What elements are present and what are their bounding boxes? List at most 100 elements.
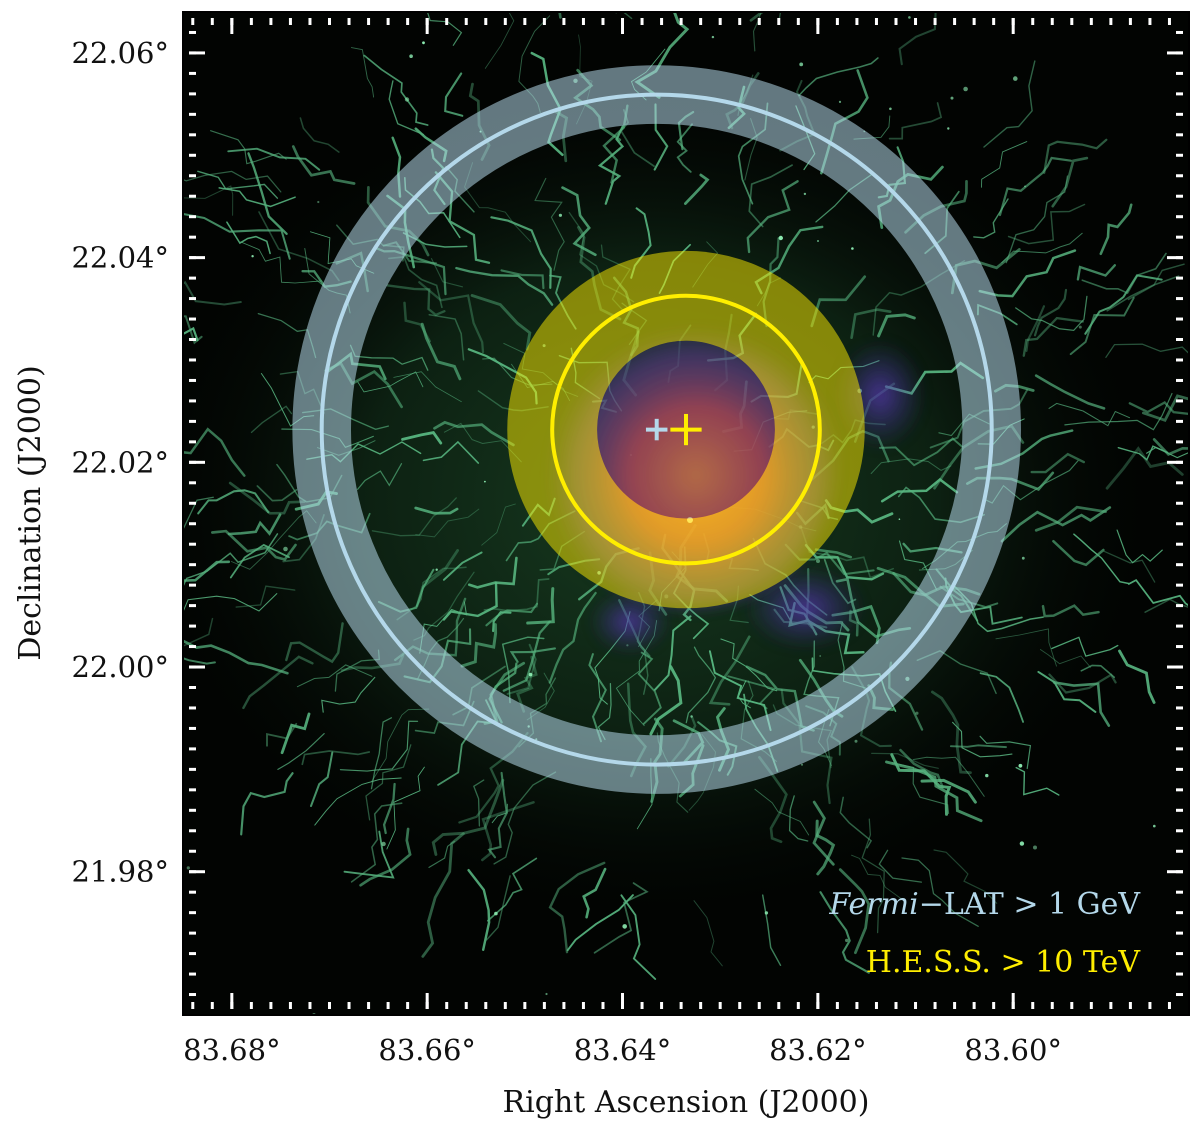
filament <box>979 672 1025 723</box>
filament <box>685 646 717 724</box>
filament <box>403 301 431 343</box>
star <box>778 235 783 241</box>
filament <box>615 12 618 14</box>
filament <box>227 147 321 171</box>
filament <box>1146 446 1189 459</box>
filament <box>1127 263 1185 301</box>
filament <box>1007 203 1086 245</box>
star <box>484 480 486 483</box>
filament <box>653 615 692 691</box>
filament <box>183 424 184 426</box>
xray-lobe-lower-left <box>590 590 670 654</box>
filament <box>343 830 395 879</box>
fermi-extension-circle <box>319 92 994 767</box>
filament <box>1064 392 1173 431</box>
legend-hess: H.E.S.S. > 10 TeV <box>866 945 1142 980</box>
filament <box>183 533 279 588</box>
filament <box>291 145 356 185</box>
filament <box>183 185 234 216</box>
filament <box>901 857 979 927</box>
filament <box>995 628 1057 667</box>
filament <box>414 506 459 515</box>
filament <box>491 803 508 824</box>
star <box>803 192 807 196</box>
filament <box>804 543 885 581</box>
filament <box>130 553 160 589</box>
filament <box>899 748 944 789</box>
filament <box>428 840 455 868</box>
filament <box>534 177 565 271</box>
filament <box>888 102 943 140</box>
filament <box>1039 649 1091 668</box>
filament <box>981 141 1028 188</box>
plot-frame <box>182 11 1190 1016</box>
filament <box>183 170 282 193</box>
filament <box>850 308 892 340</box>
filament <box>814 548 852 559</box>
filament <box>1015 295 1088 332</box>
filament <box>492 611 512 633</box>
filament <box>247 152 288 235</box>
star <box>381 841 386 847</box>
filament <box>235 585 296 608</box>
x-tick-label: 83.62° <box>769 1033 867 1067</box>
star <box>908 16 911 19</box>
filament <box>356 463 403 491</box>
star <box>915 711 919 715</box>
filament <box>878 849 923 883</box>
filament <box>350 802 403 883</box>
filament <box>509 647 556 663</box>
filament <box>684 173 710 205</box>
filament <box>548 591 597 684</box>
filament <box>1048 673 1117 694</box>
filament <box>737 680 751 709</box>
star <box>838 100 842 103</box>
filament <box>851 854 905 902</box>
star <box>1013 76 1018 81</box>
filament <box>708 635 751 706</box>
x-axis-label: Right Ascension (J2000) <box>503 1085 870 1120</box>
filament <box>1033 288 1068 337</box>
filament <box>930 690 972 775</box>
star <box>1021 556 1025 560</box>
filament <box>1105 446 1184 490</box>
filament <box>183 617 214 647</box>
filament <box>487 771 508 859</box>
y-tick-labels: 22.06° 22.04° 22.02° 22.00° 21.98° <box>71 36 169 889</box>
filament <box>443 422 522 463</box>
filament <box>871 752 939 769</box>
filament <box>470 294 532 351</box>
star <box>889 107 892 111</box>
filament <box>983 60 1036 148</box>
filament <box>1103 550 1156 583</box>
star <box>801 763 803 766</box>
star <box>819 655 822 657</box>
filament <box>1043 138 1108 174</box>
filament <box>500 269 545 290</box>
filament <box>226 221 271 255</box>
xray-lobe-lower-right <box>745 566 865 650</box>
filament <box>183 496 214 531</box>
filament <box>382 782 396 835</box>
filament <box>1001 232 1083 264</box>
filament <box>183 639 289 675</box>
filament <box>393 371 462 403</box>
filament <box>748 164 793 228</box>
filament <box>1052 539 1105 567</box>
filament <box>240 241 323 284</box>
filament <box>588 653 607 743</box>
star <box>898 518 901 520</box>
filament <box>973 198 1009 239</box>
star <box>764 911 769 915</box>
filament <box>490 216 552 289</box>
filament <box>442 581 498 621</box>
star <box>963 86 968 92</box>
filament <box>1005 175 1069 264</box>
filament <box>309 751 334 808</box>
filament <box>1073 533 1130 585</box>
filament <box>1015 766 1060 796</box>
filament <box>582 867 607 919</box>
star <box>545 992 548 996</box>
filament <box>481 801 535 862</box>
